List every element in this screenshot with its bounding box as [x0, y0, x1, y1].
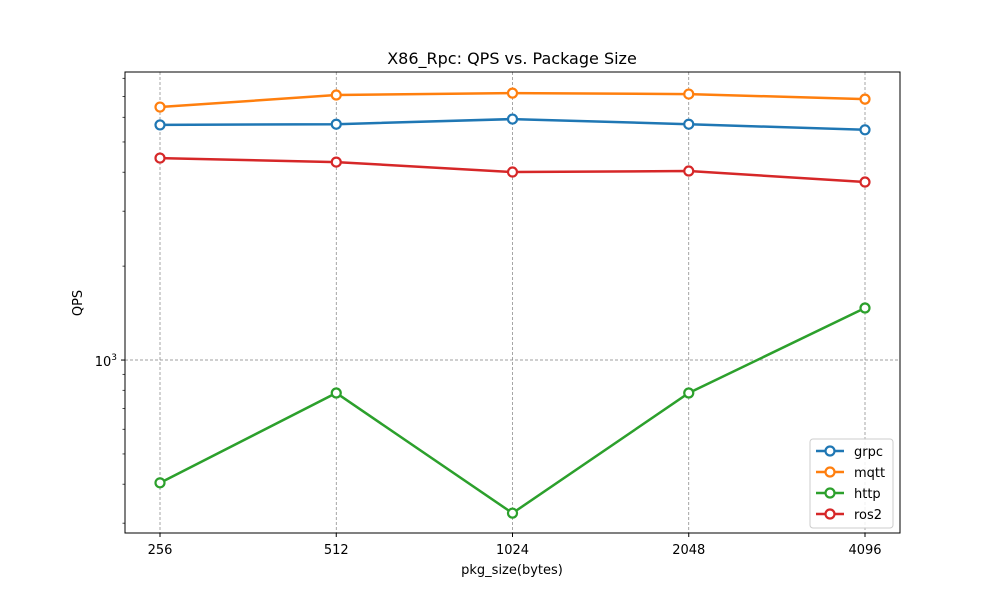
data-point-http	[154, 477, 166, 489]
plot-frame	[124, 71, 901, 534]
data-point-grpc	[683, 118, 695, 130]
data-point-grpc	[506, 113, 519, 125]
data-point-grpc	[330, 118, 342, 130]
y-axis-label: QPS	[71, 290, 86, 316]
legend-marker-grpc	[824, 445, 836, 457]
legend-label-http: http	[854, 487, 881, 502]
legend-box	[809, 438, 894, 529]
data-point-http	[859, 302, 871, 314]
x-tick-label: 2048	[672, 543, 705, 558]
y-tick-label: 103	[95, 353, 117, 370]
data-point-ros2	[859, 176, 871, 188]
data-point-mqtt	[154, 101, 166, 113]
data-point-ros2	[154, 152, 166, 164]
data-point-mqtt	[683, 88, 695, 100]
data-point-ros2	[330, 156, 342, 168]
data-point-mqtt	[330, 89, 342, 101]
legend-label-grpc: grpc	[854, 445, 883, 460]
legend-marker-ros2	[824, 508, 836, 520]
legend-label-mqtt: mqtt	[854, 466, 885, 481]
data-point-mqtt	[506, 87, 519, 99]
data-point-ros2	[506, 166, 519, 178]
x-tick-label: 1024	[496, 543, 529, 558]
x-axis-label: pkg_size(bytes)	[461, 563, 563, 578]
data-point-grpc	[154, 119, 166, 131]
data-point-mqtt	[859, 93, 871, 105]
legend: grpc mqtt http ros2	[809, 438, 894, 529]
data-point-http	[330, 387, 342, 399]
x-tick-label: 256	[148, 543, 173, 558]
x-tick-label: 512	[324, 543, 349, 558]
data-point-grpc	[859, 124, 871, 136]
data-point-http	[506, 507, 519, 519]
legend-marker-mqtt	[824, 466, 836, 478]
data-point-ros2	[683, 165, 695, 177]
chart-title: X86_Rpc: QPS vs. Package Size	[387, 49, 637, 69]
x-tick-label: 4096	[848, 543, 881, 558]
legend-marker-http	[824, 487, 836, 499]
legend-label-ros2: ros2	[854, 508, 882, 523]
data-point-http	[683, 387, 695, 399]
